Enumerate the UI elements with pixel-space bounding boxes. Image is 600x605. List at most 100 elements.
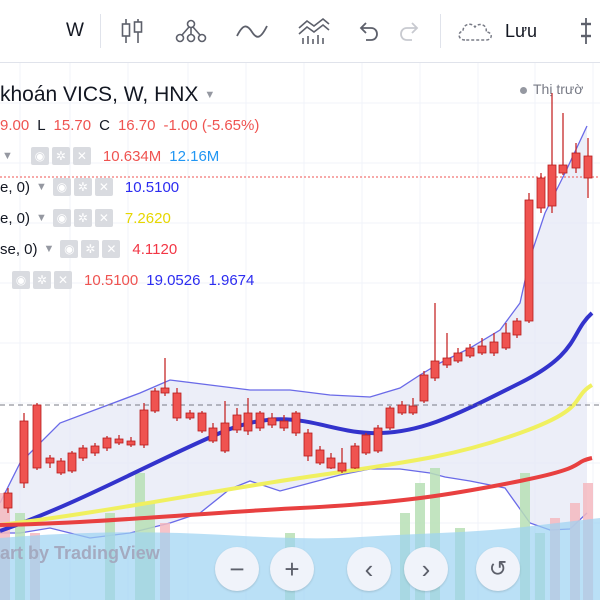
chevron-down-icon[interactable]: ▼ [36, 181, 47, 193]
candle-body [524, 199, 534, 322]
reset-icon: ↺ [488, 556, 508, 581]
candle-body [315, 449, 325, 464]
volume-ma-value: 12.16M [169, 147, 220, 165]
candle-body [172, 392, 182, 419]
candle-body [279, 420, 289, 429]
chevron-down-icon[interactable]: ▼ [36, 212, 47, 224]
candle-body [197, 412, 207, 432]
candle-body [3, 492, 13, 509]
ma-slow-line [0, 456, 593, 527]
candle-body [558, 164, 568, 174]
candle-body [267, 417, 277, 426]
indicators-icon [175, 19, 207, 43]
settings-icon [581, 18, 591, 44]
candle-body [160, 387, 170, 394]
chevron-right-icon: › [421, 553, 431, 584]
candle-body [19, 420, 29, 484]
tradingview-watermark[interactable]: art by TradingView [0, 543, 160, 563]
eye-icon[interactable]: ◉ [52, 209, 71, 227]
bb-basis-value: 10.5100 [84, 271, 139, 289]
bb-lower-value: 1.9674 [208, 271, 255, 289]
chevron-down-icon[interactable]: ▼ [43, 243, 55, 255]
undo-button[interactable] [348, 10, 388, 52]
candle-body [220, 422, 230, 452]
redo-button[interactable] [390, 10, 430, 52]
candle-body [361, 434, 371, 454]
candle-body [453, 352, 463, 362]
chart-type-button[interactable] [110, 10, 154, 52]
plus-icon: + [284, 553, 300, 584]
chart-area[interactable]: khoán VICS, W, HNX ▼ Thị trườ 9.00 L 15.… [0, 63, 600, 600]
candle-body [430, 360, 440, 379]
undo-icon [359, 22, 378, 41]
close-icon[interactable]: ✕ [94, 209, 113, 227]
zoom-out-button[interactable]: − [215, 547, 259, 591]
interval-button[interactable]: W [55, 10, 95, 52]
candle-body [232, 414, 242, 431]
candle-body [243, 412, 253, 432]
bb-upper-value: 19.0526 [146, 271, 201, 289]
candle-body [114, 438, 124, 444]
zoom-in-button[interactable]: + [270, 547, 314, 591]
scroll-right-button[interactable]: › [404, 547, 448, 591]
settings-button[interactable] [572, 10, 600, 52]
candle-body [350, 445, 360, 469]
symbol-title[interactable]: khoán VICS, W, HNX [0, 83, 199, 106]
chevron-down-icon[interactable]: ▼ [204, 89, 216, 101]
chevron-left-icon: ‹ [364, 553, 374, 584]
compare-button[interactable] [228, 10, 276, 52]
eye-icon[interactable]: ◉ [52, 178, 71, 196]
candle-body [547, 164, 557, 207]
gear-icon[interactable]: ✲ [81, 240, 100, 258]
candle-body [303, 432, 313, 457]
eye-icon[interactable]: ◉ [12, 271, 30, 289]
ohlc-row: 9.00 L 15.70 C 16.70 -1.00 (-5.65%) [0, 113, 267, 137]
scroll-left-button[interactable]: ‹ [347, 547, 391, 591]
close-icon[interactable]: ✕ [54, 271, 72, 289]
close-icon[interactable]: ✕ [72, 147, 91, 165]
candle-body [150, 390, 160, 412]
candle-body [373, 427, 383, 452]
reset-button[interactable]: ↺ [476, 547, 520, 591]
ma-mid-line [0, 383, 594, 527]
gear-icon[interactable]: ✲ [73, 209, 92, 227]
close-icon[interactable]: ✕ [102, 240, 121, 258]
toolbar-divider [440, 14, 441, 48]
line-wave-icon [236, 25, 268, 38]
ma-name: se, 0) [0, 240, 38, 258]
candle-body [139, 409, 149, 446]
chevron-down-icon[interactable]: ▼ [2, 150, 13, 162]
candle-body [501, 332, 511, 349]
volume-row: ▼ ◉ ✲ ✕ 10.634M 12.16M [0, 144, 219, 168]
low-value: 15.70 [53, 116, 92, 134]
templates-icon [298, 17, 330, 44]
candle-body [419, 374, 429, 402]
candle-body [102, 437, 112, 449]
eye-icon[interactable]: ◉ [60, 240, 79, 258]
gear-icon[interactable]: ✲ [51, 147, 70, 165]
candle-body [583, 155, 593, 179]
ma-value: 10.5100 [124, 178, 180, 196]
ma-row: se, 0) ▼ ◉ ✲ ✕ 4.1120 [0, 237, 177, 261]
ma-name: e, 0) [0, 209, 31, 227]
save-button[interactable]: Lưu [455, 10, 555, 52]
gear-icon[interactable]: ✲ [33, 271, 51, 289]
candle-body [489, 341, 499, 354]
templates-button[interactable] [290, 10, 338, 52]
gear-icon[interactable]: ✲ [73, 178, 92, 196]
candle-body [126, 440, 136, 446]
save-label: Lưu [505, 20, 538, 41]
cloud-icon [458, 23, 492, 41]
close-icon[interactable]: ✕ [94, 178, 113, 196]
symbol-row: khoán VICS, W, HNX ▼ [0, 83, 221, 107]
eye-icon[interactable]: ◉ [30, 147, 49, 165]
bb-row: ◉ ✲ ✕ 10.5100 19.0526 1.9674 [0, 268, 254, 292]
indicators-button[interactable] [166, 10, 216, 52]
price-chart[interactable] [0, 63, 600, 600]
ma-fast-line [0, 311, 594, 533]
ma-row: e, 0) ▼ ◉ ✲ ✕ 7.2620 [0, 206, 171, 230]
candle-body [408, 405, 418, 414]
ma-row: e, 0) ▼ ◉ ✲ ✕ 10.5100 [0, 175, 179, 199]
candle-body [291, 412, 301, 434]
candle-body [571, 152, 581, 169]
